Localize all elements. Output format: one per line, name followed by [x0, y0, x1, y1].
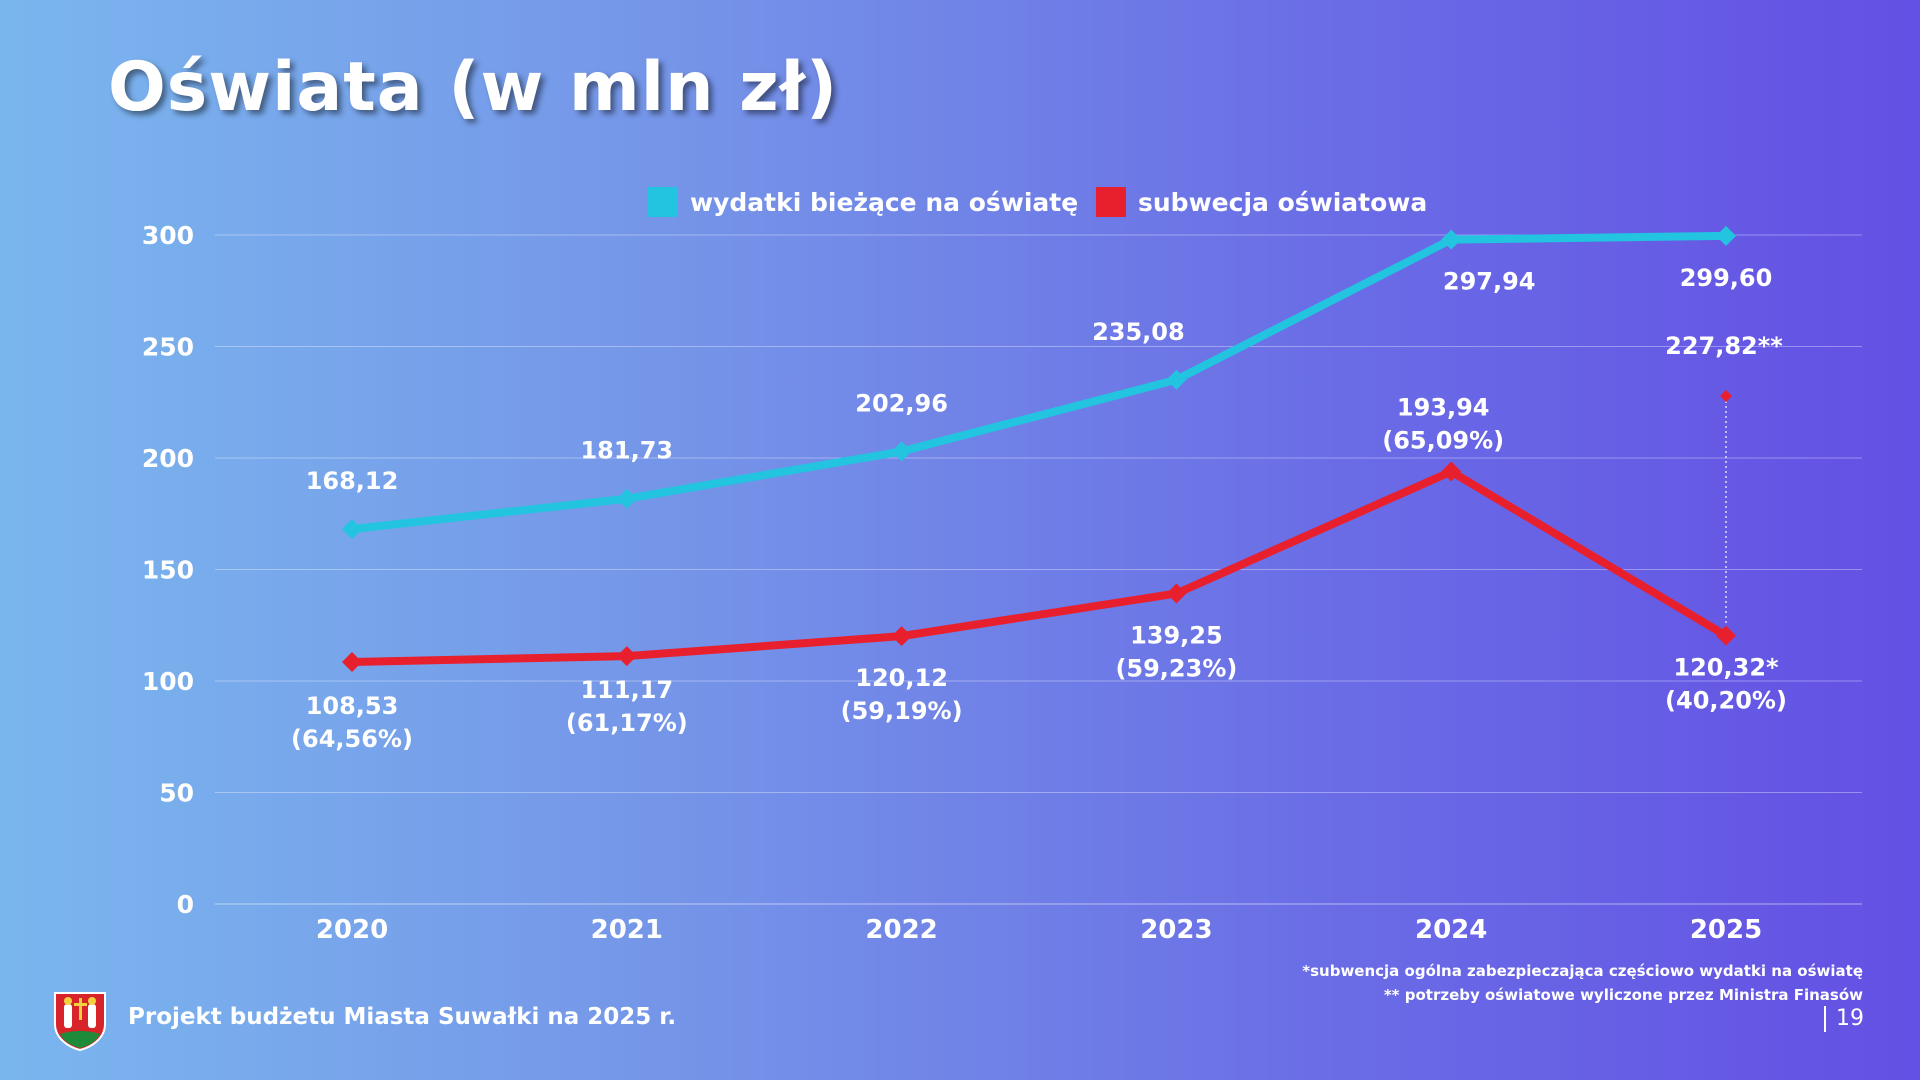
series2-point	[342, 651, 362, 672]
city-crest-logo	[54, 992, 106, 1052]
series1-point	[1716, 225, 1736, 246]
annotation-label: 227,82**	[1665, 332, 1783, 360]
series2-data-label: 120,32*	[1673, 654, 1779, 682]
y-tick-label: 300	[142, 221, 194, 250]
series2-line	[351, 467, 1729, 666]
footnote-1: *subwencja ogólna zabezpieczająca części…	[1302, 962, 1863, 980]
series2-data-sublabel: (64,56%)	[291, 725, 413, 753]
series1-data-label: 299,60	[1680, 264, 1773, 292]
legend-swatch-series1	[648, 187, 678, 217]
series1-data-label: 181,73	[580, 437, 673, 465]
series2-data-sublabel: (65,09%)	[1382, 427, 1504, 455]
series2-point	[616, 646, 637, 667]
footer-title: Projekt budżetu Miasta Suwałki na 2025 r…	[128, 1004, 677, 1030]
x-tick-label: 2024	[1415, 915, 1487, 945]
series1-point	[891, 441, 912, 462]
series2-data-label: 111,17	[580, 676, 673, 704]
series1-point	[616, 488, 637, 509]
x-tick-label: 2020	[316, 915, 388, 945]
y-tick-label: 250	[142, 333, 194, 362]
x-tick-label: 2022	[865, 915, 937, 945]
series1-point	[342, 519, 362, 540]
series1-point	[1166, 369, 1187, 390]
series2-data-sublabel: (40,20%)	[1665, 687, 1787, 715]
x-tick-label: 2023	[1140, 915, 1212, 945]
page-number: 19	[1836, 1006, 1864, 1031]
series1-line	[351, 231, 1727, 534]
series2-point	[1441, 461, 1462, 482]
series1-data-label: 202,96	[855, 389, 948, 417]
series2-data-sublabel: (61,17%)	[566, 709, 688, 737]
series2-data-label: 193,94	[1397, 394, 1490, 422]
series2-data-sublabel: (59,23%)	[1115, 654, 1237, 682]
footnote-2: ** potrzeby oświatowe wyliczone przez Mi…	[1383, 986, 1863, 1004]
legend-label-series1: wydatki bieżące na oświatę	[690, 188, 1078, 217]
series1-data-label: 168,12	[306, 467, 399, 495]
y-tick-label: 200	[142, 444, 194, 473]
y-tick-label: 150	[142, 556, 194, 585]
y-tick-label: 50	[159, 779, 194, 808]
series2-point	[1716, 625, 1736, 646]
series2-point	[891, 626, 912, 647]
series2-data-sublabel: (59,19%)	[841, 697, 963, 725]
x-tick-label: 2025	[1690, 915, 1762, 945]
annotation-point	[1720, 389, 1732, 402]
legend-swatch-series2	[1096, 187, 1126, 217]
series2-data-label: 139,25	[1130, 621, 1223, 649]
page-title: Oświata (w mln zł)	[108, 48, 839, 127]
y-tick-label: 0	[177, 890, 194, 919]
series1-data-label: 235,08	[1092, 318, 1185, 346]
y-tick-label: 100	[142, 667, 194, 696]
legend-label-series2: subwecja oświatowa	[1138, 188, 1427, 217]
x-tick-label: 2021	[591, 915, 663, 945]
series1-point	[1441, 229, 1462, 250]
series1-data-label: 297,94	[1443, 268, 1536, 296]
page-number-separator	[1824, 1006, 1826, 1032]
series2-data-label: 108,53	[306, 692, 399, 720]
series2-data-label: 120,12	[855, 664, 948, 692]
series2-point	[1166, 583, 1187, 604]
